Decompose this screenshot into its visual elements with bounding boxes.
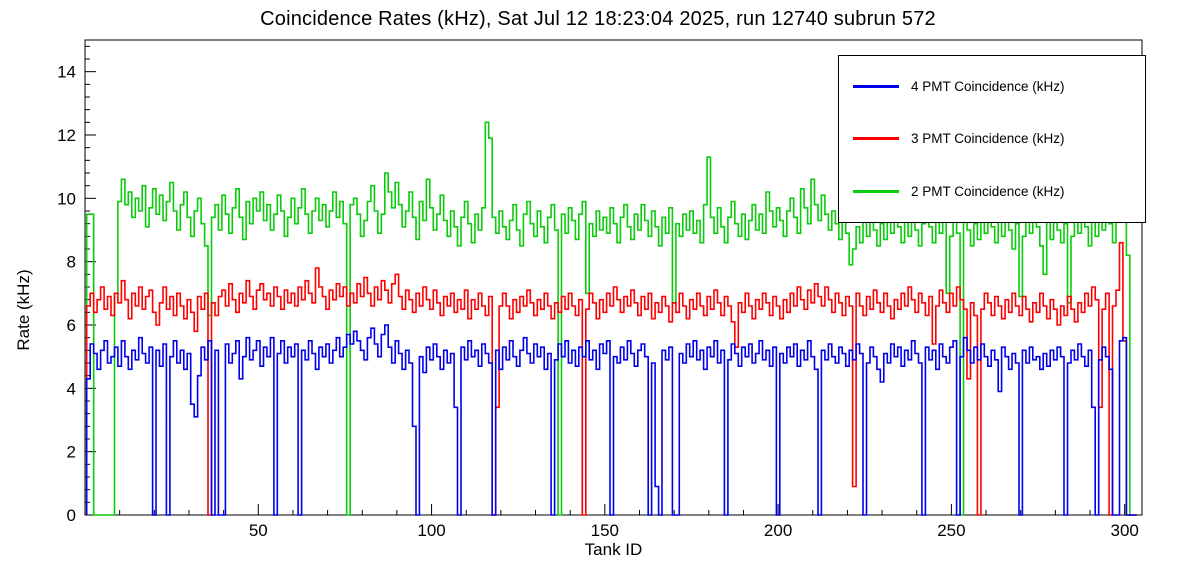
series-3pmt-line bbox=[85, 241, 1137, 516]
x-tick-label: 250 bbox=[937, 521, 965, 540]
series-4pmt-line bbox=[85, 324, 1137, 516]
plot-title: Coincidence Rates (kHz), Sat Jul 12 18:2… bbox=[260, 8, 936, 30]
series-2pmt-line bbox=[85, 121, 1137, 516]
y-tick-label: 10 bbox=[57, 189, 76, 208]
legend-entry-4pmt: 4 PMT Coincidence (kHz) bbox=[839, 79, 1145, 94]
x-tick-label: 300 bbox=[1110, 521, 1138, 540]
legend-entry-label: 2 PMT Coincidence (kHz) bbox=[911, 184, 1065, 200]
y-axis-title: Rate (kHz) bbox=[14, 269, 33, 351]
x-axis-title: Tank ID bbox=[584, 540, 643, 559]
x-tick-label: 100 bbox=[417, 521, 445, 540]
legend: 4 PMT Coincidence (kHz) 3 PMT Coincidence… bbox=[838, 55, 1146, 223]
y-tick-label: 14 bbox=[57, 63, 76, 82]
legend-entry-3pmt: 3 PMT Coincidence (kHz) bbox=[839, 131, 1145, 146]
legend-swatch-2pmt bbox=[853, 190, 899, 194]
y-tick-label: 12 bbox=[57, 126, 76, 145]
y-tick-label: 4 bbox=[67, 379, 76, 398]
x-tick-label: 200 bbox=[764, 521, 792, 540]
y-tick-label: 6 bbox=[67, 316, 76, 335]
y-tick-label: 2 bbox=[67, 443, 76, 462]
x-tick-label: 150 bbox=[591, 521, 619, 540]
legend-entry-label: 3 PMT Coincidence (kHz) bbox=[911, 131, 1065, 147]
y-tick-label: 8 bbox=[67, 253, 76, 272]
y-tick-label: 0 bbox=[67, 506, 76, 525]
legend-swatch-4pmt bbox=[853, 84, 899, 88]
legend-entry-label: 4 PMT Coincidence (kHz) bbox=[911, 78, 1065, 94]
x-tick-label: 50 bbox=[249, 521, 268, 540]
legend-entry-2pmt: 2 PMT Coincidence (kHz) bbox=[839, 184, 1145, 199]
legend-swatch-3pmt bbox=[853, 137, 899, 141]
